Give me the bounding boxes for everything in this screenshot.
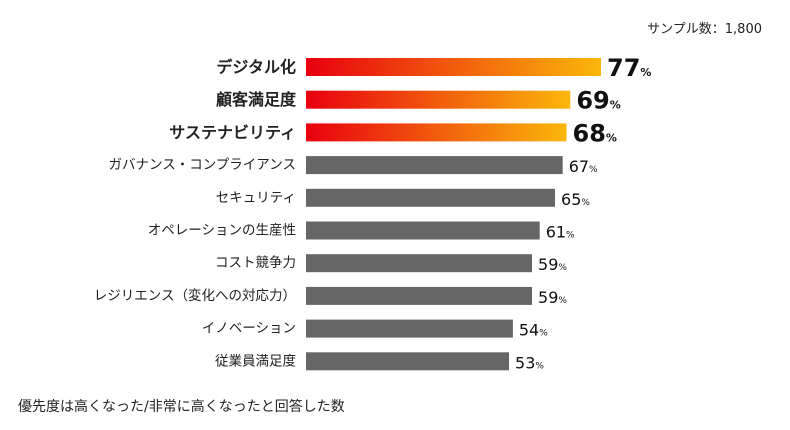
bar <box>306 221 540 240</box>
category-label: 従業員満足度 <box>215 353 296 369</box>
category-label: サステナビリティ <box>169 123 296 142</box>
category-label: ガバナンス・コンプライアンス <box>108 157 296 173</box>
bar <box>306 188 556 207</box>
value-label: 77% <box>607 54 651 82</box>
category-label: オペレーションの生産性 <box>148 223 296 239</box>
value-label: 59% <box>538 288 567 307</box>
value-label: 67% <box>569 157 598 176</box>
bar <box>306 352 510 371</box>
category-label: セキュリティ <box>216 190 296 206</box>
value-label: 59% <box>538 255 567 274</box>
value-label: 68% <box>573 119 617 147</box>
bar <box>306 254 533 273</box>
bar <box>306 90 571 109</box>
bar <box>306 123 567 142</box>
bar <box>306 286 533 305</box>
value-label: 54% <box>519 321 548 340</box>
value-label: 53% <box>515 353 544 372</box>
footnote: 優先度は高くなった/非常に高くなったと回答した数 <box>18 399 345 415</box>
value-label: 69% <box>576 87 620 115</box>
category-label: レジリエンス（変化への対応力） <box>94 287 296 304</box>
category-label: デジタル化 <box>216 58 296 77</box>
bar <box>306 58 601 76</box>
value-label: 61% <box>546 223 575 242</box>
value-label: 65% <box>561 190 590 209</box>
category-label: イノベーション <box>202 321 296 337</box>
bar <box>306 319 513 338</box>
category-label: 顧客満足度 <box>216 90 297 109</box>
category-label: コスト競争力 <box>215 255 296 271</box>
bar <box>306 156 563 175</box>
sample-size-note: サンプル数：1,800 <box>647 22 762 37</box>
